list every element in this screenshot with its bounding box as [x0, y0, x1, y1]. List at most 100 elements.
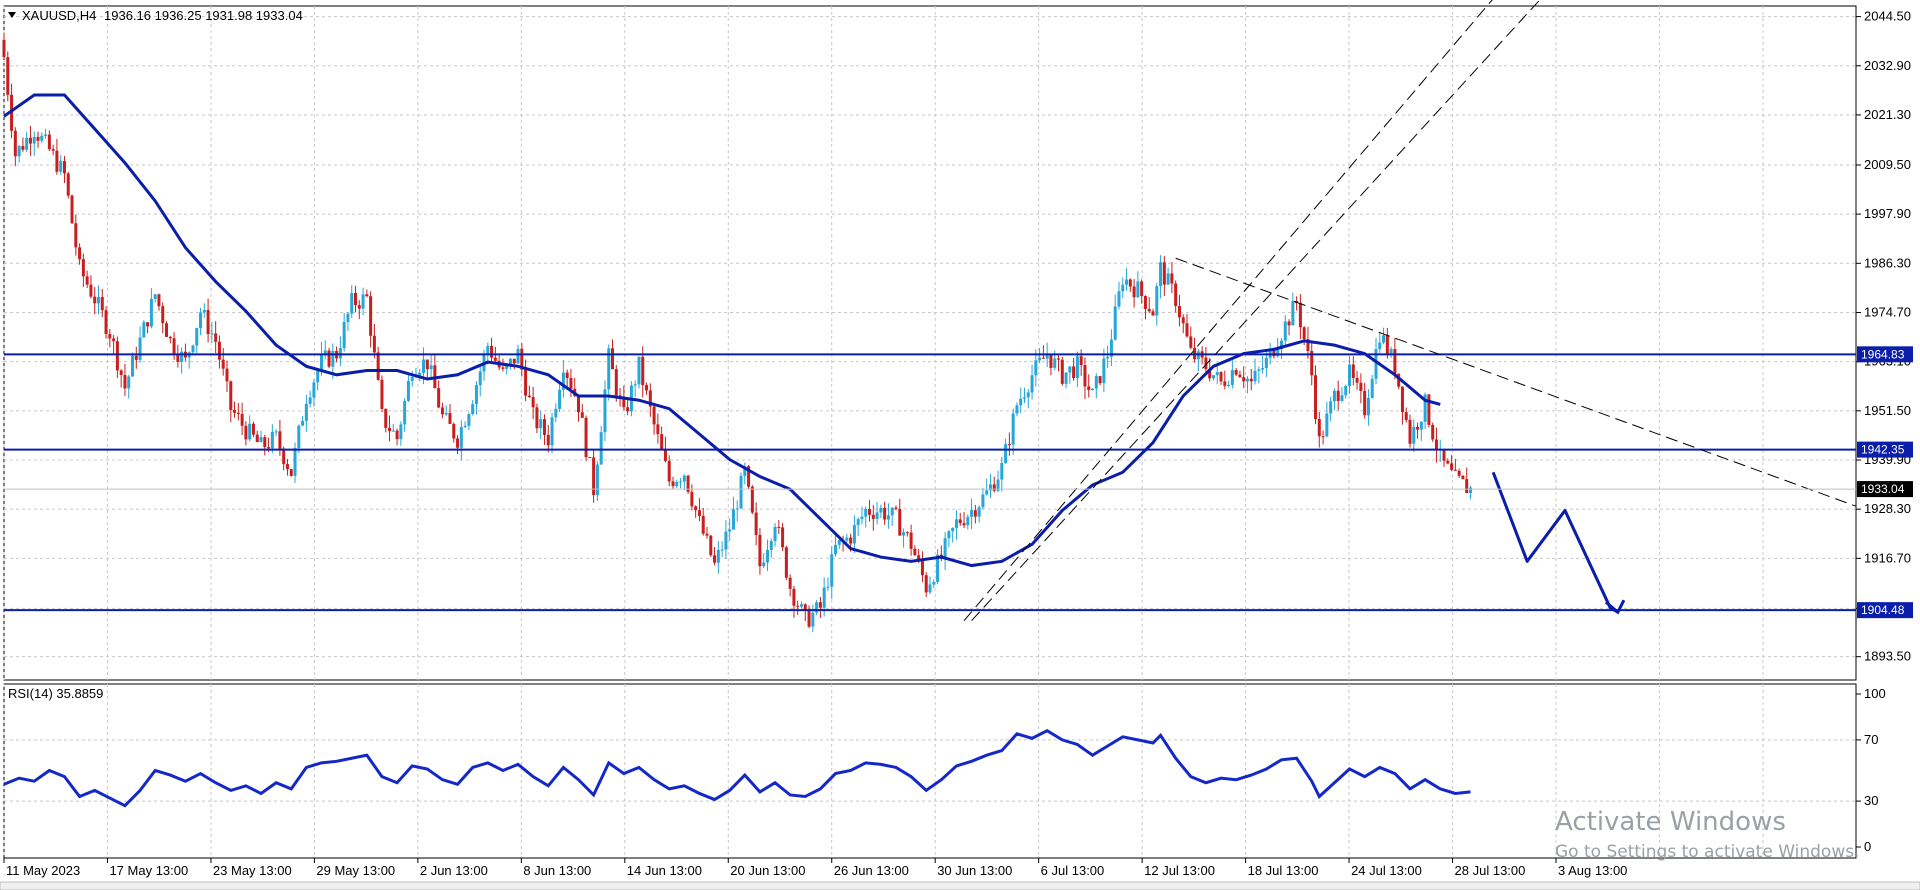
candle-body [1457, 470, 1461, 476]
forecast-arrow-drawing[interactable] [1491, 471, 1619, 614]
candle-body [440, 407, 444, 415]
candle-body [1404, 412, 1408, 420]
candle-body [471, 404, 475, 415]
main-chart-panel[interactable] [3, 5, 1857, 681]
candle-body [259, 437, 263, 443]
candle-body [361, 294, 365, 309]
candle-body [467, 414, 471, 426]
candlestick-series [2, 32, 1472, 633]
candle-body [1302, 327, 1306, 340]
candle-body [403, 400, 407, 425]
candle-body [1446, 460, 1450, 464]
candle-body [195, 328, 199, 346]
candle-body [165, 323, 169, 337]
candle-body [750, 486, 754, 513]
candle-body [958, 519, 962, 524]
candle-body [1057, 358, 1061, 360]
candle-body [1291, 300, 1295, 326]
candle-body [505, 364, 509, 369]
candle-body [890, 507, 894, 516]
candle-body [146, 322, 150, 327]
candle-body [346, 313, 350, 323]
candle-body [134, 355, 138, 360]
candle-body [1106, 356, 1110, 359]
candle-body [743, 466, 747, 476]
candle-body [996, 479, 1000, 491]
candle-body [372, 335, 376, 353]
candle-body [1465, 479, 1469, 493]
candle-body [1208, 369, 1212, 379]
candle-body [512, 358, 516, 364]
bottom-scrollbar[interactable] [0, 881, 1920, 890]
candle-body [747, 466, 751, 487]
candle-body [437, 388, 441, 408]
candle-body [354, 292, 358, 306]
candle-body [1382, 335, 1386, 343]
candle-body [1283, 321, 1287, 341]
y-tick-label: 2021.30 [1864, 107, 1911, 122]
candle-body [1242, 377, 1246, 382]
candle-body [338, 348, 342, 359]
candle-body [36, 136, 40, 141]
candle-body [32, 136, 36, 144]
candle-body [1072, 366, 1076, 379]
candle-body [633, 384, 637, 386]
candle-body [1227, 384, 1231, 386]
candle-body [444, 412, 448, 415]
candle-body [1355, 378, 1359, 383]
y-tick-label: 2044.50 [1864, 9, 1911, 24]
rsi-panel[interactable] [3, 683, 1857, 859]
candle-body [308, 397, 312, 404]
candle-body [225, 368, 229, 382]
candle-body [6, 57, 10, 95]
candle-body [142, 322, 146, 338]
candle-body [323, 350, 327, 354]
candle-body [966, 516, 970, 526]
candle-body [981, 494, 985, 508]
candle-body [217, 341, 221, 360]
candle-body [1128, 279, 1132, 287]
candle-body [1298, 303, 1302, 328]
current-price-tag [1857, 481, 1913, 498]
candle-body [244, 425, 248, 440]
level-tag [1857, 602, 1913, 619]
candle-body [131, 355, 135, 377]
candle-body [947, 531, 951, 539]
candle-body [1397, 373, 1401, 387]
candle-body [180, 351, 184, 362]
candle-body [769, 541, 773, 550]
rsi-axis[interactable]: 100 70 30 0 [1856, 686, 1886, 854]
candle-body [883, 507, 887, 520]
candle-body [902, 532, 906, 536]
candle-body [1249, 378, 1253, 382]
candle-body [100, 297, 104, 311]
horizontal-levels[interactable] [4, 353, 1856, 612]
channel-line[interactable] [963, 0, 1516, 621]
candle-body [1007, 444, 1011, 446]
candle-body [663, 449, 667, 461]
candle-body [818, 602, 822, 608]
candle-body [1385, 335, 1389, 355]
price-axis[interactable]: 2044.50 2032.90 2021.30 2009.50 1997.90 1986.… [1856, 9, 1911, 664]
candle-body [799, 604, 803, 607]
candle-body [93, 296, 97, 304]
candle-body [429, 365, 433, 370]
candle-body [977, 507, 981, 517]
candle-body [803, 604, 807, 611]
triangle-down-icon[interactable] [8, 12, 16, 18]
candle-body [588, 457, 592, 459]
trend-line[interactable] [1175, 257, 1857, 507]
candle-body [1019, 398, 1023, 406]
candle-body [474, 385, 478, 405]
y-tick-label: 2032.90 [1864, 58, 1911, 73]
candle-body [879, 507, 883, 513]
candle-body [1155, 286, 1159, 316]
candle-body [357, 305, 361, 309]
candle-body [388, 427, 392, 432]
candle-body [1408, 419, 1412, 444]
time-axis[interactable]: 11 May 2023 17 May 13:00 23 May 13:00 29 Ma… [3, 858, 1627, 878]
candle-body [331, 350, 335, 367]
candle-body [229, 381, 233, 410]
candle-body [524, 369, 528, 396]
